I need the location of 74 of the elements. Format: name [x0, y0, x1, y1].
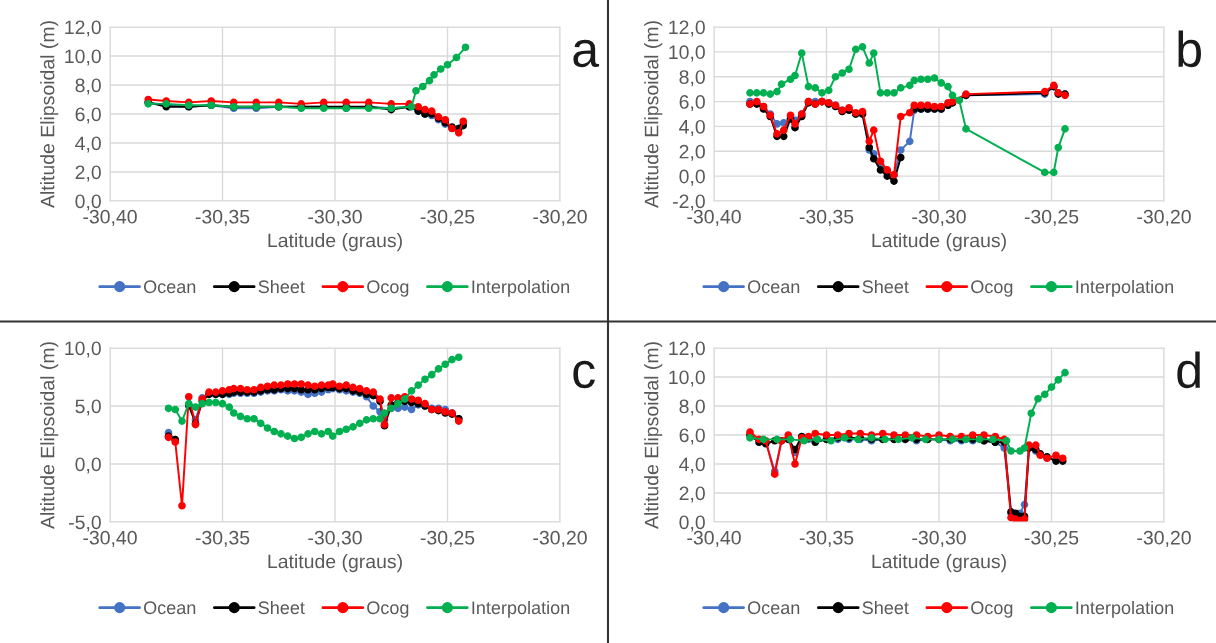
y-tick-label: 6,0 [679, 95, 705, 112]
y-tick-label: 12,0 [669, 20, 705, 37]
x-tick-label: -30,40 [83, 209, 137, 226]
y-axis-title: Altitude Elipsoidal (m) [40, 342, 59, 529]
x-tick-label: -30,35 [195, 209, 250, 226]
y-tick-label: 2,0 [75, 165, 101, 182]
y-tick-label: 10,0 [65, 341, 101, 358]
x-tick-label: -30,20 [533, 530, 587, 547]
y-tick-label: 10,0 [669, 370, 705, 387]
y-tick-label: 4,0 [679, 457, 705, 474]
y-tick-label: 6,0 [679, 428, 705, 445]
text: b [1178, 30, 1201, 68]
y-tick-label: 4,0 [75, 136, 101, 153]
legend-label: Sheet [862, 279, 909, 294]
y-axis-title: Altitude Elipsoidal (m) [644, 21, 663, 208]
legend-label: Ocog [367, 601, 409, 618]
x-axis-title: Latitude (graus) [872, 554, 1006, 573]
y-axis-title: Altitude Elipsoidal (m) [40, 21, 59, 208]
y-tick-label: 2,0 [679, 486, 705, 503]
x-tick-label: -30,30 [308, 209, 362, 226]
y-tick-label: 10,0 [669, 45, 705, 62]
y-tick-label: 4,0 [679, 119, 705, 136]
y-tick-label: 6,0 [75, 107, 101, 124]
legend-label: Interpolation [472, 600, 570, 618]
y-tick-label: 0,0 [75, 457, 101, 474]
legend-label: Sheet [258, 279, 305, 294]
x-tick-label: -30,25 [420, 209, 475, 226]
legend-label: Ocean [747, 601, 800, 615]
legend-label: Ocog [971, 601, 1013, 618]
x-tick-label: -30,40 [83, 530, 137, 547]
y-tick-label: -5,0 [69, 515, 101, 532]
legend-label: Ocog [971, 280, 1013, 297]
y-axis-title: Altitude Elipsoidal (m) [644, 342, 663, 529]
y-tick-label: 12,0 [669, 341, 705, 358]
x-tick-label: -30,35 [799, 209, 854, 226]
y-tick-label: 0,0 [679, 169, 705, 186]
y-tick-label: 0,0 [679, 515, 705, 532]
y-tick-label: 2,0 [679, 144, 705, 161]
y-tick-label: 8,0 [679, 399, 705, 416]
x-tick-label: -30,25 [1024, 530, 1079, 547]
x-tick-label: -30,30 [912, 209, 966, 226]
y-tick-label: 10,0 [65, 49, 101, 66]
legend-label: Sheet [258, 600, 305, 615]
x-tick-label: -30,35 [799, 530, 854, 547]
x-tick-label: -30,25 [420, 530, 475, 547]
x-axis-title: Latitude (graus) [268, 233, 402, 252]
legend-label: Interpolation [472, 279, 570, 297]
y-tick-label: -2,0 [673, 194, 705, 211]
x-axis-title: Latitude (graus) [872, 233, 1006, 252]
x-tick-label: -30,40 [687, 209, 741, 226]
legend-label: Ocean [143, 280, 196, 294]
x-tick-label: -30,40 [687, 530, 741, 547]
y-tick-label: 12,0 [65, 20, 101, 37]
y-tick-label: 0,0 [75, 194, 101, 211]
legend-label: Interpolation [1076, 600, 1174, 618]
y-tick-label: 8,0 [75, 78, 101, 95]
legend-label: Interpolation [1076, 279, 1174, 297]
y-tick-label: 8,0 [679, 70, 705, 87]
legend-label: Ocog [367, 280, 409, 297]
x-tick-label: -30,35 [195, 530, 250, 547]
text: a [573, 39, 600, 68]
x-tick-label: -30,20 [1137, 209, 1191, 226]
legend-label: Sheet [862, 600, 909, 615]
legend-label: Ocean [143, 601, 196, 615]
x-axis-title: Latitude (graus) [268, 554, 402, 573]
x-tick-label: -30,30 [308, 530, 362, 547]
x-tick-label: -30,20 [1137, 530, 1191, 547]
x-tick-label: -30,30 [912, 530, 966, 547]
y-tick-label: 5,0 [75, 399, 101, 416]
text: d [1177, 351, 1200, 389]
text: c [573, 360, 595, 389]
legend-label: Ocean [747, 280, 800, 294]
x-tick-label: -30,25 [1024, 209, 1079, 226]
x-tick-label: -30,20 [533, 209, 587, 226]
